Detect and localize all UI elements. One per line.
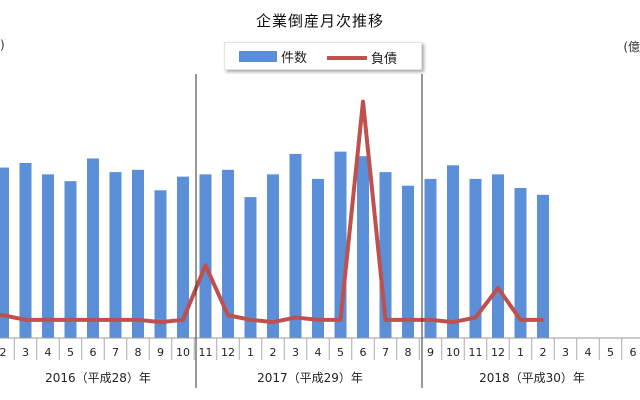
legend-line-swatch [327,55,367,60]
month-label-7: 9 [157,346,164,359]
debt-point-17 [384,318,387,322]
month-label-27: 5 [607,346,614,359]
month-label-23: 1 [517,346,524,359]
legend-item-debt: 負債 [327,48,397,67]
month-label-15: 5 [337,346,344,359]
debt-point-13 [294,316,297,320]
debt-point-6 [136,318,140,322]
month-label-20: 10 [446,346,460,359]
legend-bar-swatch [239,51,277,62]
chart-legend: 件数 負債 [224,42,422,70]
month-label-1: 3 [22,346,29,359]
bar-21 [469,178,482,338]
month-label-21: 11 [469,346,483,359]
bar-23 [514,188,527,338]
bar-11 [244,197,257,338]
legend-label-debt: 負債 [371,52,398,67]
left-axis-mark: ) [0,38,5,52]
bar-14 [312,178,324,338]
debt-line [0,99,543,325]
month-label-19: 9 [427,346,434,359]
debt-point-15 [339,318,342,322]
month-label-18: 8 [405,346,412,359]
debt-point-16 [361,100,365,104]
debt-point-4 [91,318,95,322]
bar-13 [289,153,302,338]
bar-18 [402,185,414,338]
bar-9 [199,174,212,338]
debt-point-7 [159,320,162,324]
bar-2 [42,174,54,338]
bar-10 [222,169,234,338]
bar-3 [64,181,77,338]
year-label-1: 2017（平成29）年 [257,371,363,385]
bar-19 [424,178,437,338]
bar-24 [537,194,549,338]
bar-0 [0,167,9,338]
month-label-3: 5 [67,346,74,359]
month-label-28: 6 [630,346,637,359]
debt-point-0 [1,313,5,317]
month-label-16: 6 [360,346,367,359]
month-label-12: 2 [270,346,277,359]
month-label-14: 4 [315,346,322,359]
bar-6 [132,169,144,338]
month-label-8: 10 [176,346,190,359]
bar-4 [87,158,99,338]
bar-12 [267,174,279,338]
debt-point-8 [181,318,185,322]
year-label-0: 2016（平成28）年 [45,371,151,385]
bar-5 [109,172,122,338]
debt-point-18 [406,318,410,322]
month-label-4: 6 [90,346,97,359]
month-label-25: 3 [562,346,569,359]
month-label-22: 12 [491,346,505,359]
debt-point-5 [114,318,117,322]
debt-point-2 [46,318,50,322]
debt-point-11 [249,318,252,322]
debt-point-20 [451,320,455,324]
month-label-2: 4 [45,346,52,359]
debt-point-24 [541,318,545,322]
bar-20 [447,165,459,338]
debt-point-21 [474,316,477,320]
debt-point-19 [429,318,432,322]
month-label-9: 11 [199,346,213,359]
month-label-24: 2 [540,346,547,359]
debt-point-23 [519,318,522,322]
debt-point-9 [204,263,207,267]
month-label-0: 2 [0,346,7,359]
month-label-6: 8 [135,346,142,359]
month-label-11: 1 [247,346,254,359]
chart-title: 企業倒産月次推移 [255,12,384,30]
bar-8 [177,176,189,338]
month-label-26: 4 [585,346,592,359]
debt-point-10 [226,313,230,317]
bar-16 [357,156,369,338]
debt-point-14 [316,318,320,322]
bar-22 [492,174,504,338]
bar-1 [19,163,32,338]
year-label-2: 2018（平成30）年 [479,371,585,385]
bar-7 [154,190,167,338]
month-label-17: 7 [382,346,389,359]
debt-point-22 [496,286,500,290]
legend-label-count: 件数 [281,51,308,66]
month-label-13: 3 [292,346,299,359]
month-label-5: 7 [112,346,119,359]
month-label-10: 12 [221,346,235,359]
debt-point-12 [271,320,275,324]
debt-point-3 [69,318,72,322]
legend-item-count: 件数 [239,47,307,66]
debt-point-1 [24,318,27,322]
right-axis-unit: (億 [623,40,640,54]
